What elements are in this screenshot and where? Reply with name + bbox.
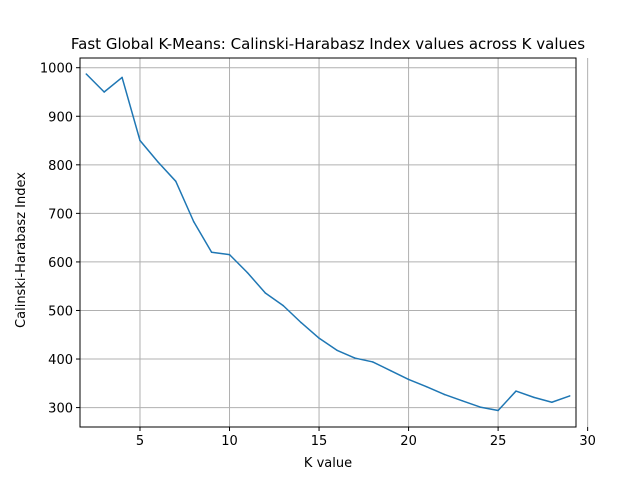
- data-point: [282, 304, 284, 307]
- data-point: [85, 73, 88, 75]
- data-point: [121, 76, 123, 79]
- data-point: [300, 321, 302, 324]
- data-point: [103, 91, 105, 93]
- plot-frame: [79, 57, 577, 428]
- x-tick-label: 20: [400, 434, 417, 449]
- y-tick-label: 1000: [40, 62, 73, 77]
- data-point: [192, 220, 195, 223]
- grid-layer: [80, 58, 589, 427]
- data-point: [157, 161, 159, 163]
- y-axis-label: Calinski-Harabasz Index: [14, 172, 29, 328]
- data-point: [139, 139, 141, 142]
- data-point: [264, 292, 267, 294]
- data-point: [425, 385, 428, 388]
- y-tick-label: 400: [48, 353, 73, 368]
- data-point: [407, 378, 410, 381]
- data-point: [533, 396, 535, 399]
- x-tick-label: 10: [221, 434, 238, 449]
- data-point: [246, 271, 249, 274]
- data-point: [389, 369, 392, 372]
- tick-layer: 5 10 15 20 25 30 300 400 500 600 700 800 900 1000: [40, 62, 596, 449]
- y-tick-label: 600: [48, 256, 73, 271]
- data-point: [372, 361, 374, 363]
- x-tick-label: 5: [136, 434, 144, 449]
- data-point: [228, 253, 231, 256]
- x-tick-label: 15: [311, 434, 328, 449]
- y-tick-label: 900: [48, 110, 73, 125]
- data-point: [210, 251, 213, 253]
- data-point: [568, 395, 571, 397]
- data-point: [175, 180, 177, 183]
- data-point: [461, 400, 464, 402]
- data-point: [479, 406, 481, 408]
- series-layer: [85, 73, 571, 412]
- x-tick-label: 25: [490, 434, 507, 449]
- x-tick-label: 30: [579, 434, 596, 449]
- y-tick-label: 500: [48, 304, 73, 319]
- data-point: [515, 390, 517, 392]
- chart-title: Fast Global K-Means: Calinski-Harabasz I…: [71, 35, 585, 53]
- data-point: [497, 409, 499, 412]
- y-tick-label: 800: [48, 159, 73, 174]
- data-point: [318, 337, 320, 339]
- data-point: [336, 349, 338, 352]
- data-point: [443, 393, 446, 396]
- x-axis-label: K value: [304, 456, 352, 471]
- series-line: [85, 73, 570, 412]
- data-point: [354, 357, 356, 359]
- y-tick-label: 300: [48, 402, 73, 417]
- y-tick-label: 700: [48, 207, 73, 222]
- data-point: [551, 401, 553, 403]
